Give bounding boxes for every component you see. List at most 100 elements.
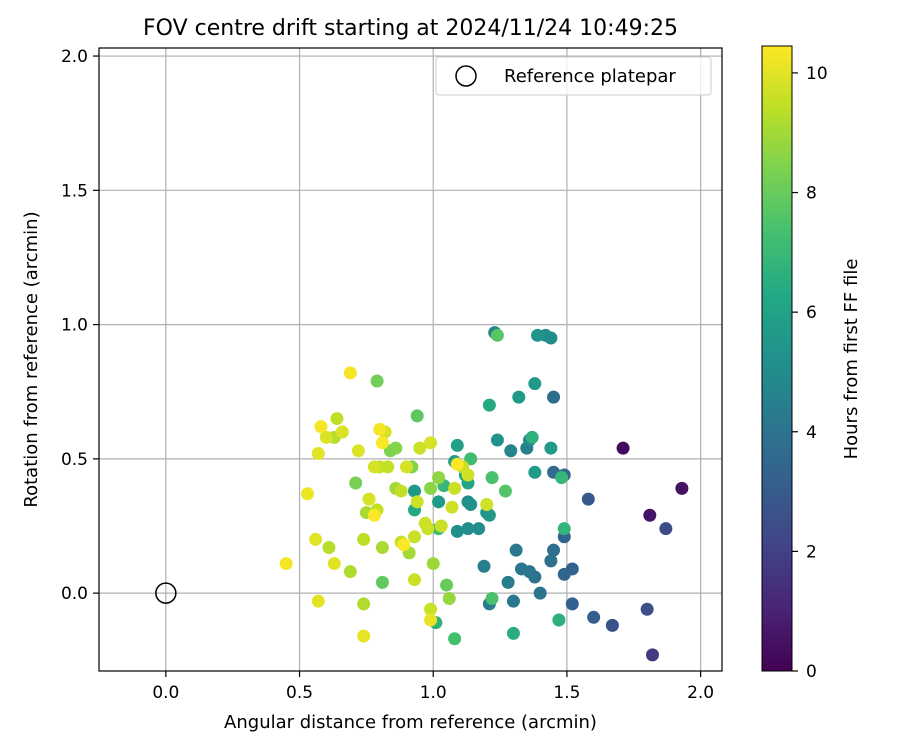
colorbar-gradient: [761, 45, 793, 672]
reference-platepar-marker: [155, 582, 177, 604]
colorbar-tick-label: 4: [806, 423, 817, 443]
data-point: [506, 626, 520, 640]
data-point: [557, 522, 571, 536]
data-point: [357, 532, 371, 546]
points-layer: [155, 326, 689, 662]
y-axis-label: Rotation from reference (arcmin): [21, 211, 42, 507]
data-point: [357, 597, 371, 611]
x-tick-label: 0.0: [152, 683, 179, 703]
data-point: [645, 648, 659, 662]
data-point: [314, 420, 328, 434]
data-point: [375, 575, 389, 589]
data-point: [461, 468, 475, 482]
x-tick-label: 1.5: [553, 683, 580, 703]
data-point: [482, 508, 496, 522]
data-point: [480, 498, 494, 512]
data-point: [330, 412, 344, 426]
data-point: [504, 444, 518, 458]
data-point: [367, 508, 381, 522]
data-point: [509, 543, 523, 557]
y-tick-label: 1.0: [61, 316, 88, 336]
data-point: [557, 567, 571, 581]
data-point: [544, 441, 558, 455]
data-point: [528, 465, 542, 479]
data-point: [464, 498, 478, 512]
x-axis-ticks: 0.0 0.5 1.0 1.5 2.0: [152, 671, 714, 703]
data-point: [450, 438, 464, 452]
data-point: [547, 543, 561, 557]
data-point: [418, 516, 432, 530]
data-point: [319, 430, 333, 444]
data-point: [506, 594, 520, 608]
legend-marker-reference-platepar: [455, 65, 477, 87]
data-point: [351, 444, 365, 458]
data-point: [552, 613, 566, 627]
data-point: [533, 586, 547, 600]
data-point: [640, 602, 654, 616]
data-point: [424, 613, 438, 627]
data-point: [659, 522, 673, 536]
data-point: [375, 436, 389, 450]
data-point: [442, 591, 456, 605]
data-point: [432, 495, 446, 509]
y-tick-label: 0.5: [61, 450, 88, 470]
data-point: [381, 460, 395, 474]
y-axis-ticks: 0.0 0.5 1.0 1.5 2.0: [61, 47, 99, 604]
data-point: [373, 422, 387, 436]
data-point: [501, 575, 515, 589]
plot-frame: [98, 47, 723, 672]
data-point: [581, 492, 595, 506]
colorbar-tick-label: 6: [806, 303, 817, 323]
data-point: [426, 557, 440, 571]
data-point: [525, 430, 539, 444]
data-point: [424, 436, 438, 450]
colorbar-tick-label: 8: [806, 184, 817, 204]
data-point: [357, 629, 371, 643]
data-point: [448, 632, 462, 646]
data-point: [544, 331, 558, 345]
data-point: [309, 532, 323, 546]
data-point: [531, 328, 545, 342]
data-point: [512, 390, 526, 404]
data-point: [375, 540, 389, 554]
colorbar-tick-label: 2: [806, 542, 817, 562]
y-tick-label: 2.0: [61, 47, 88, 67]
data-point: [367, 460, 381, 474]
data-point: [399, 460, 413, 474]
data-point: [279, 557, 293, 571]
data-point: [464, 452, 478, 466]
data-point: [440, 578, 454, 592]
data-point: [301, 487, 315, 501]
data-point: [413, 441, 427, 455]
grid: [99, 48, 722, 671]
colorbar-label: Hours from first FF file: [841, 259, 862, 460]
legend: Reference platepar: [435, 56, 712, 96]
colorbar: 0 2 4 6 8 10 Hours from first FF file: [761, 45, 862, 682]
data-point: [498, 484, 512, 498]
legend-label-reference-platepar: Reference platepar: [504, 66, 676, 87]
data-point: [482, 398, 496, 412]
data-point: [485, 591, 499, 605]
data-point: [424, 602, 438, 616]
data-point: [408, 484, 422, 498]
data-point: [349, 476, 363, 490]
data-point: [544, 554, 558, 568]
data-point: [362, 492, 376, 506]
x-tick-label: 0.5: [286, 683, 313, 703]
data-point: [477, 559, 491, 573]
data-point: [514, 562, 528, 576]
data-point: [450, 524, 464, 538]
data-point: [605, 618, 619, 632]
colorbar-tick-label: 10: [806, 64, 828, 84]
data-point: [394, 484, 408, 498]
data-point: [448, 481, 462, 495]
data-point: [370, 374, 384, 388]
data-point: [432, 471, 446, 485]
data-point: [343, 565, 357, 579]
data-point: [490, 433, 504, 447]
data-point: [450, 457, 464, 471]
data-point: [343, 366, 357, 380]
x-tick-label: 1.0: [420, 683, 447, 703]
